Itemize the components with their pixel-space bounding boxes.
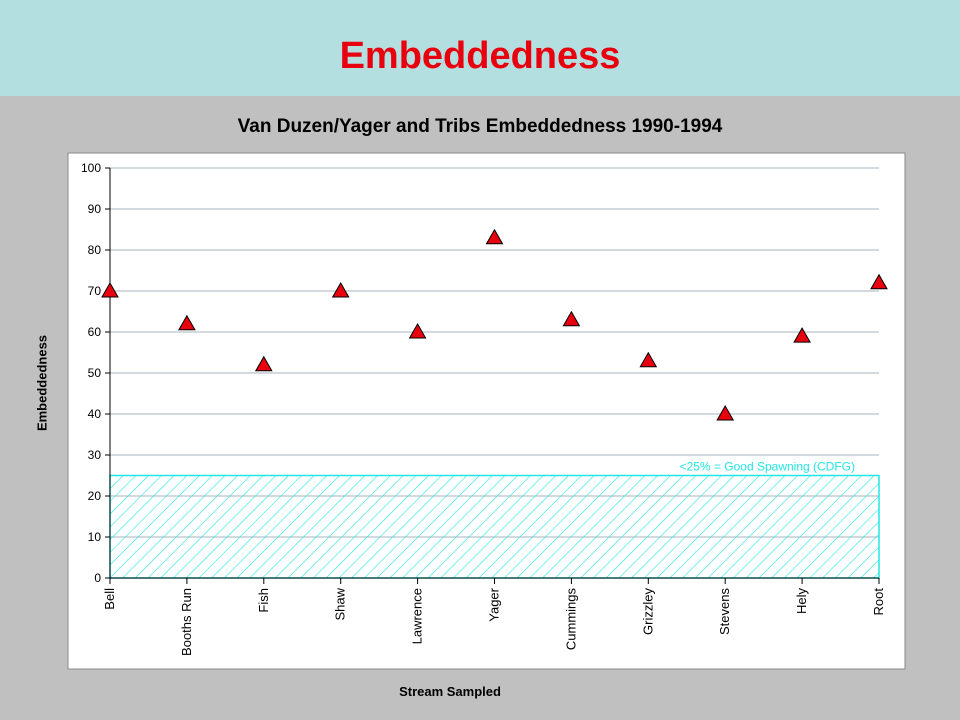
- x-tick-label: Yager: [487, 587, 502, 621]
- x-tick-label: Root: [871, 588, 886, 616]
- y-axis-label: Embeddedness: [34, 334, 50, 432]
- y-tick-label: 60: [88, 325, 102, 339]
- y-tick-label: 10: [88, 530, 102, 544]
- title-banner: [0, 0, 960, 96]
- data-point-yager: [485, 228, 504, 245]
- x-axis-label: Stream Sampled: [399, 684, 501, 699]
- good-spawning-band: [109, 474, 880, 579]
- x-tick-label: Bell: [102, 588, 117, 610]
- y-tick-label: 90: [88, 202, 102, 216]
- y-tick-label: 40: [88, 407, 102, 421]
- y-tick-label: 70: [88, 284, 102, 298]
- chart-title: Van Duzen/Yager and Tribs Embeddedness 1…: [237, 116, 723, 137]
- data-point-cummings: [562, 310, 581, 327]
- data-point-root: [870, 273, 888, 290]
- slide-title: Embeddedness: [339, 35, 621, 77]
- data-point-hely: [793, 327, 811, 343]
- x-tick-label: Cummings: [563, 588, 578, 651]
- data-point-booths-run: [178, 314, 196, 331]
- y-tick-label: 50: [88, 366, 102, 380]
- x-tick-label: Fish: [256, 588, 271, 613]
- data-point-bell: [101, 281, 119, 298]
- y-tick-label: 80: [88, 243, 102, 257]
- data-point-grizzley: [639, 351, 658, 368]
- x-tick-label: Lawrence: [410, 588, 425, 644]
- y-tick-label: 20: [88, 489, 102, 503]
- y-tick-label: 0: [94, 571, 101, 585]
- x-tick-label: Hely: [794, 588, 809, 615]
- x-tick-label: Booths Run: [179, 588, 194, 656]
- x-tick-label: Shaw: [333, 587, 348, 620]
- y-tick-label: 100: [81, 161, 101, 175]
- band-label: <25% = Good Spawning (CDFG): [680, 460, 855, 474]
- data-point-stevens: [716, 404, 735, 421]
- data-point-shaw: [331, 281, 350, 298]
- x-tick-label: Grizzley: [640, 588, 655, 635]
- y-tick-label: 30: [88, 448, 102, 462]
- data-point-fish: [254, 355, 273, 372]
- plot-area: [67, 152, 906, 670]
- x-tick-label: Stevens: [717, 588, 732, 635]
- data-point-lawrence: [408, 322, 427, 339]
